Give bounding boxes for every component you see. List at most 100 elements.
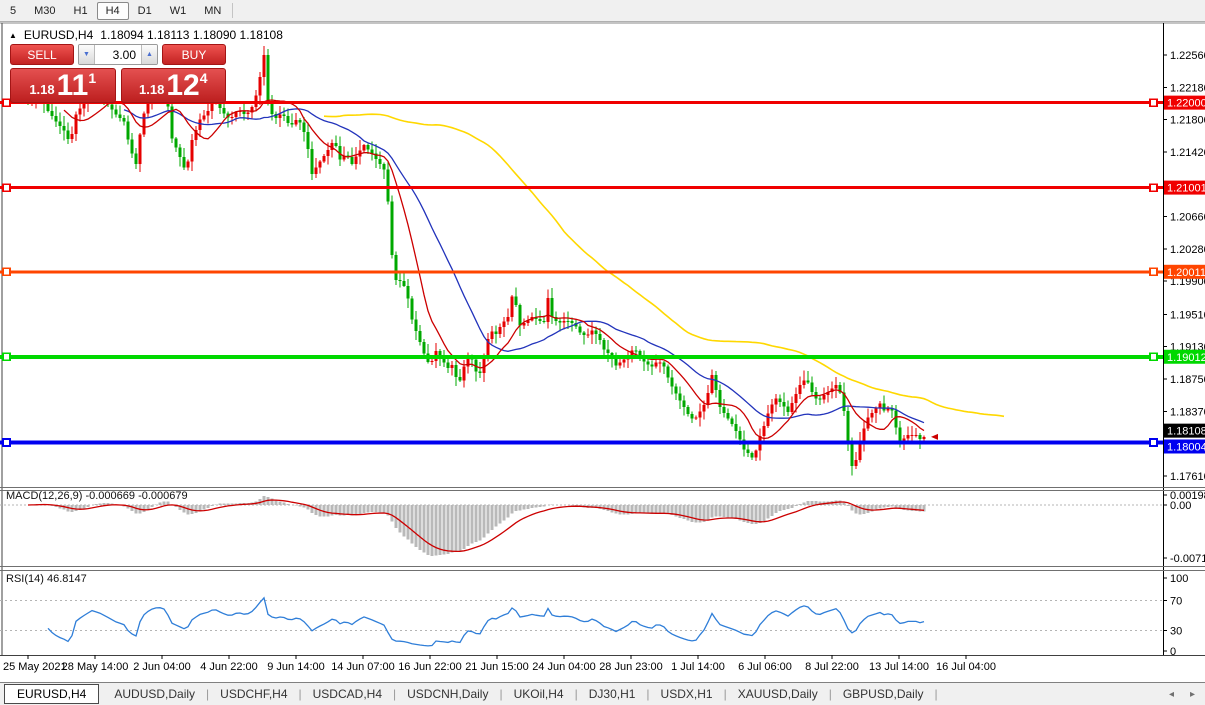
time-axis-label: 1 Jul 14:00 xyxy=(671,661,725,673)
moving-averages xyxy=(63,99,1005,440)
tab-separator: | xyxy=(574,687,578,701)
volume-input[interactable]: 3.00 xyxy=(112,48,136,62)
candlesticks xyxy=(26,45,926,476)
price-axis: 1.22560 1.22180 1.21800 1.21420 1.20660 1.202… xyxy=(1163,50,1205,483)
price-badge-label: 1.22000 xyxy=(1167,98,1205,110)
chart-tab-usdcnh-daily[interactable]: USDCNH,Daily xyxy=(407,687,489,701)
timeframe-button-w1[interactable]: W1 xyxy=(169,4,187,17)
time-axis-label: 25 May 2021 xyxy=(3,661,67,673)
macd-axis-label: 0.001988 xyxy=(1170,490,1205,502)
timeframe-button-m30[interactable]: M30 xyxy=(34,4,56,17)
tab-scroll-right-icon[interactable]: ▸ xyxy=(1189,688,1195,700)
time-axis-label: 28 Jun 23:00 xyxy=(599,661,663,673)
time-axis-label: 4 Jun 22:00 xyxy=(200,661,258,673)
tab-scroll-left-icon[interactable]: ◂ xyxy=(1168,688,1174,700)
ask-price-fraction: 4 xyxy=(199,70,208,86)
chart-tab-bar: EURUSD,H4 AUDUSD,Daily | USDCHF,H4 | USDCAD,H… xyxy=(0,682,1205,705)
timeframe-button-d1[interactable]: D1 xyxy=(137,4,152,17)
volume-spinner: ▼ 3.00 ▲ xyxy=(78,44,158,65)
time-axis-label: 9 Jun 14:00 xyxy=(267,661,325,673)
macd-axis-label: 0.00 xyxy=(1170,500,1191,512)
ask-price-base: 1.18 xyxy=(139,82,165,97)
price-axis-label: 1.21420 xyxy=(1170,147,1205,159)
tab-separator: | xyxy=(934,687,938,701)
tab-separator: | xyxy=(723,687,727,701)
last-price-arrow-icon xyxy=(931,433,938,440)
macd-axis-label: -0.00710 xyxy=(1170,553,1205,565)
one-click-trading-panel: SELL ▼ 3.00 ▲ BUY 1.18 11 1 1.18 12 4 xyxy=(10,44,226,103)
price-badge-label: 1.20011 xyxy=(1167,267,1205,279)
time-axis-label: 6 Jul 06:00 xyxy=(738,661,792,673)
time-axis-label: 21 Jun 15:00 xyxy=(465,661,529,673)
price-axis-label: 1.21800 xyxy=(1170,115,1205,127)
price-axis-label: 1.22560 xyxy=(1170,50,1205,62)
timeframe-toolbar: 5 M30 H1 H4 D1 W1 MN xyxy=(0,0,1205,22)
price-axis-label: 1.18750 xyxy=(1170,374,1205,386)
sell-button[interactable]: SELL xyxy=(10,44,74,65)
collapse-triangle-icon[interactable]: ▲ xyxy=(9,30,17,40)
timeframe-button-5[interactable]: 5 xyxy=(10,4,17,17)
ask-price-box[interactable]: 1.18 12 4 xyxy=(120,68,226,103)
price-axis-label: 1.17610 xyxy=(1170,471,1205,483)
chart-canvas[interactable]: 1.22560 1.22180 1.21800 1.21420 1.20660 1.202… xyxy=(0,22,1205,682)
bid-price-base: 1.18 xyxy=(29,82,55,97)
chart-tab-ukoil-h4[interactable]: UKOil,H4 xyxy=(513,687,564,701)
time-axis-label: 16 Jun 22:00 xyxy=(398,661,462,673)
chart-tab-xauusd-daily[interactable]: XAUUSD,Daily xyxy=(737,687,818,701)
time-axis-label: 13 Jul 14:00 xyxy=(869,661,929,673)
time-axis-label: 2 Jun 04:00 xyxy=(133,661,191,673)
price-axis-label: 1.20280 xyxy=(1170,244,1205,256)
chart-ohlc-values: 1.18094 1.18113 1.18090 1.18108 xyxy=(100,28,283,42)
rsi-axis-label: 70 xyxy=(1170,596,1182,608)
tab-separator: | xyxy=(828,687,832,701)
bid-price-box[interactable]: 1.18 11 1 xyxy=(10,68,116,103)
time-axis-label: 28 May 14:00 xyxy=(62,661,129,673)
price-axis-label: 1.22180 xyxy=(1170,82,1205,94)
volume-increase-button[interactable]: ▲ xyxy=(141,45,157,64)
tab-separator: | xyxy=(206,687,210,701)
time-axis-label: 14 Jun 07:00 xyxy=(331,661,395,673)
price-axis-label: 1.20660 xyxy=(1170,212,1205,224)
chart-symbol-period: EURUSD,H4 xyxy=(23,28,94,42)
timeframe-button-mn[interactable]: MN xyxy=(204,4,222,17)
horizontal-line-objects xyxy=(0,98,1163,447)
chart-tab-audusd-daily[interactable]: AUDUSD,Daily xyxy=(114,687,196,701)
price-badge-label: 1.19012 xyxy=(1167,352,1205,364)
bid-price-pips: 11 xyxy=(56,69,89,103)
rsi-label: RSI(14) 46.8147 xyxy=(6,573,87,585)
chart-tab-dj30-h1[interactable]: DJ30,H1 xyxy=(588,687,636,701)
tab-scroll-arrows: ◂ ▸ xyxy=(1169,689,1201,700)
chart-window: 1.22560 1.22180 1.21800 1.21420 1.20660 1.202… xyxy=(0,22,1205,682)
chart-tab-gbpusd-daily[interactable]: GBPUSD,Daily xyxy=(842,687,924,701)
tab-separator: | xyxy=(393,687,397,701)
price-axis-label: 1.18370 xyxy=(1170,406,1205,418)
price-badge-label: 1.18004 xyxy=(1167,441,1205,453)
time-axis-label: 24 Jun 04:00 xyxy=(532,661,596,673)
bid-price-fraction: 1 xyxy=(88,70,97,86)
time-axis-label: 16 Jul 04:00 xyxy=(936,661,996,673)
timeframe-button-h4[interactable]: H4 xyxy=(96,1,129,20)
volume-decrease-button[interactable]: ▼ xyxy=(79,45,95,64)
rsi-axis-label: 0 xyxy=(1170,646,1176,658)
chart-tab-usdcad-h4[interactable]: USDCAD,H4 xyxy=(312,687,382,701)
price-axis-label: 1.19900 xyxy=(1170,276,1205,288)
time-axis-label: 8 Jul 22:00 xyxy=(805,661,859,673)
timeframe-button-h1[interactable]: H1 xyxy=(73,4,88,17)
chart-tab-usdchf-h4[interactable]: USDCHF,H4 xyxy=(220,687,288,701)
toolbar-separator xyxy=(232,3,234,18)
chart-tab-eurusd-h4[interactable]: EURUSD,H4 xyxy=(4,684,100,704)
price-badge-label: 1.21001 xyxy=(1167,183,1205,195)
macd-label: MACD(12,26,9) -0.000669 -0.000679 xyxy=(6,490,188,502)
buy-button[interactable]: BUY xyxy=(162,44,226,65)
rsi-panel: RSI(14) 46.8147 100 70 30 0 xyxy=(0,573,1188,658)
tab-separator: | xyxy=(298,687,302,701)
rsi-axis-label: 100 xyxy=(1170,573,1188,585)
macd-panel: MACD(12,26,9) -0.000669 -0.000679 0.00198… xyxy=(0,490,1205,565)
chart-tab-usdx-h1[interactable]: USDX,H1 xyxy=(660,687,713,701)
ask-price-pips: 12 xyxy=(166,69,200,103)
panel-borders xyxy=(0,22,1205,656)
tab-separator: | xyxy=(646,687,650,701)
chart-title: ▲ EURUSD,H4 1.18094 1.18113 1.18090 1.18… xyxy=(9,28,283,42)
